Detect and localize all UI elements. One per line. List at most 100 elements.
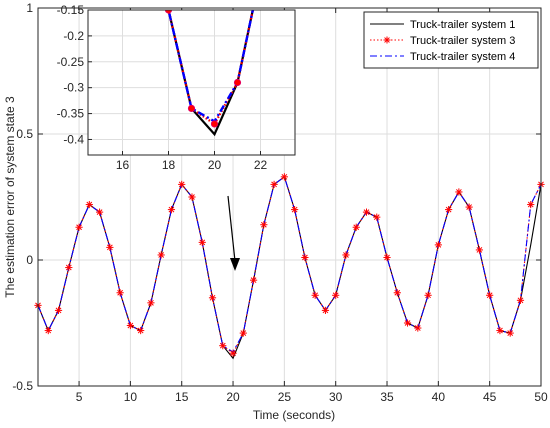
inset-y-tick-label: -0.25: [57, 55, 85, 69]
legend-item: Truck-trailer system 3: [370, 35, 515, 47]
data-point-marker: [54, 306, 63, 314]
series-line: [37, 175, 542, 353]
data-point-marker: [219, 342, 227, 350]
y-tick-label: 1: [26, 1, 33, 15]
x-tick-label: 50: [534, 390, 548, 404]
data-point-marker: [434, 241, 442, 249]
x-tick-label: 35: [380, 390, 394, 404]
x-tick-label: 45: [483, 390, 497, 404]
data-point-marker: [424, 291, 432, 299]
data-point-marker: [239, 329, 247, 337]
inset-series: [164, 10, 255, 137]
inset-data-point: [187, 104, 196, 112]
data-point-marker: [393, 289, 401, 297]
data-point-marker: [126, 321, 134, 330]
data-point-marker: [496, 326, 504, 335]
inset-y-tick-label: -0.2: [63, 29, 84, 43]
legend: Truck-trailer system 1 Truck-trailer syst…: [363, 11, 539, 69]
data-point-marker: [342, 251, 350, 259]
data-point-marker: [188, 193, 196, 201]
data-point-marker: [157, 251, 165, 259]
series-line: [167, 10, 254, 137]
data-point-marker: [332, 291, 340, 299]
data-point-marker: [403, 319, 412, 327]
data-point-marker: [301, 253, 309, 262]
x-tick-label: 5: [76, 390, 83, 404]
inset-x-tick-label: 18: [162, 158, 176, 172]
data-point-marker: [85, 200, 93, 209]
data-point-marker: [65, 263, 73, 272]
data-point-marker: [137, 326, 145, 335]
y-tick-label: 0: [26, 253, 33, 267]
data-point-marker: [147, 299, 155, 307]
x-tick-label: 40: [432, 390, 446, 404]
inset-y-tick-label: -0.35: [57, 107, 85, 121]
data-point-marker: [95, 208, 104, 216]
data-point-marker: [260, 221, 268, 229]
data-point-marker: [178, 180, 186, 188]
data-point-marker: [75, 223, 83, 231]
data-point-marker: [516, 296, 525, 304]
legend-label: Truck-trailer system 3: [410, 35, 515, 47]
inset-y-tick-label: -0.4: [63, 132, 84, 146]
data-point-marker: [44, 326, 52, 335]
data-point-marker: [291, 206, 299, 214]
y-tick-label: -0.5: [12, 379, 33, 393]
data-point-marker: [362, 208, 371, 216]
x-tick-label: 10: [124, 390, 138, 404]
data-point-marker: [280, 173, 288, 181]
inset-plot: 16 18 20 22 -0.4 -0.35 -0.3 -0.25 -0.2 -0.15: [57, 3, 296, 172]
data-point-marker: [249, 276, 258, 284]
data-point-marker: [229, 349, 237, 357]
data-point-marker: [198, 238, 206, 246]
data-point-marker: [383, 253, 391, 262]
data-point-marker: [311, 291, 319, 299]
data-point-marker: [208, 294, 217, 302]
x-tick-label: 20: [226, 390, 240, 404]
data-point-marker: [506, 329, 514, 337]
legend-label: Truck-trailer system 1: [410, 19, 515, 31]
legend-box: [363, 11, 539, 69]
series-truck-trailer-system-4: [37, 175, 542, 353]
data-point-marker: [321, 306, 330, 314]
data-point-marker: [455, 188, 463, 196]
data-point-marker: [445, 206, 453, 214]
data-point-marker: [486, 291, 494, 299]
data-point-marker: [527, 200, 535, 209]
legend-marker: [383, 36, 391, 44]
inset-frame: [87, 9, 296, 156]
inset-background: [88, 10, 295, 155]
x-axis-label: Time (seconds): [253, 408, 335, 422]
inset-x-tick-label: 22: [254, 158, 268, 172]
data-point-marker: [116, 289, 124, 297]
legend-item: Truck-trailer system 4: [370, 51, 515, 63]
data-point-marker: [167, 206, 176, 214]
inset-x-tick-label: 20: [208, 158, 222, 172]
main-tick-labels: 5 10 15 20 25 30 35 40 45 50 -0.5 0 0.5 1: [12, 1, 548, 404]
legend-label: Truck-trailer system 4: [410, 51, 515, 63]
inset-y-tick-label: -0.15: [57, 3, 85, 17]
data-point-marker: [352, 223, 360, 231]
data-point-marker: [465, 203, 473, 211]
series-truck-trailer-system-1: [167, 10, 254, 137]
arrow-annotation: [227, 195, 240, 271]
data-point-marker: [373, 213, 381, 221]
inset-y-tick-label: -0.3: [63, 81, 84, 95]
series-truck-trailer-system-4: [167, 10, 255, 123]
y-axis-label: The estimation error of system state 3: [3, 96, 17, 298]
inset-x-tick-label: 16: [116, 158, 130, 172]
y-tick-label: 0.5: [16, 127, 33, 141]
x-tick-label: 30: [329, 390, 343, 404]
inset-data-point: [210, 120, 219, 128]
x-tick-label: 15: [175, 390, 189, 404]
data-point-marker: [270, 180, 278, 188]
legend-item: Truck-trailer system 1: [370, 19, 515, 31]
data-point-marker: [414, 324, 422, 332]
main-axes-frame: [37, 7, 542, 387]
main-series: [34, 173, 545, 360]
series-line: [167, 10, 255, 123]
data-point-marker: [106, 243, 114, 251]
inset-data-point: [233, 78, 242, 87]
data-point-marker: [475, 246, 484, 254]
x-tick-label: 25: [278, 390, 292, 404]
